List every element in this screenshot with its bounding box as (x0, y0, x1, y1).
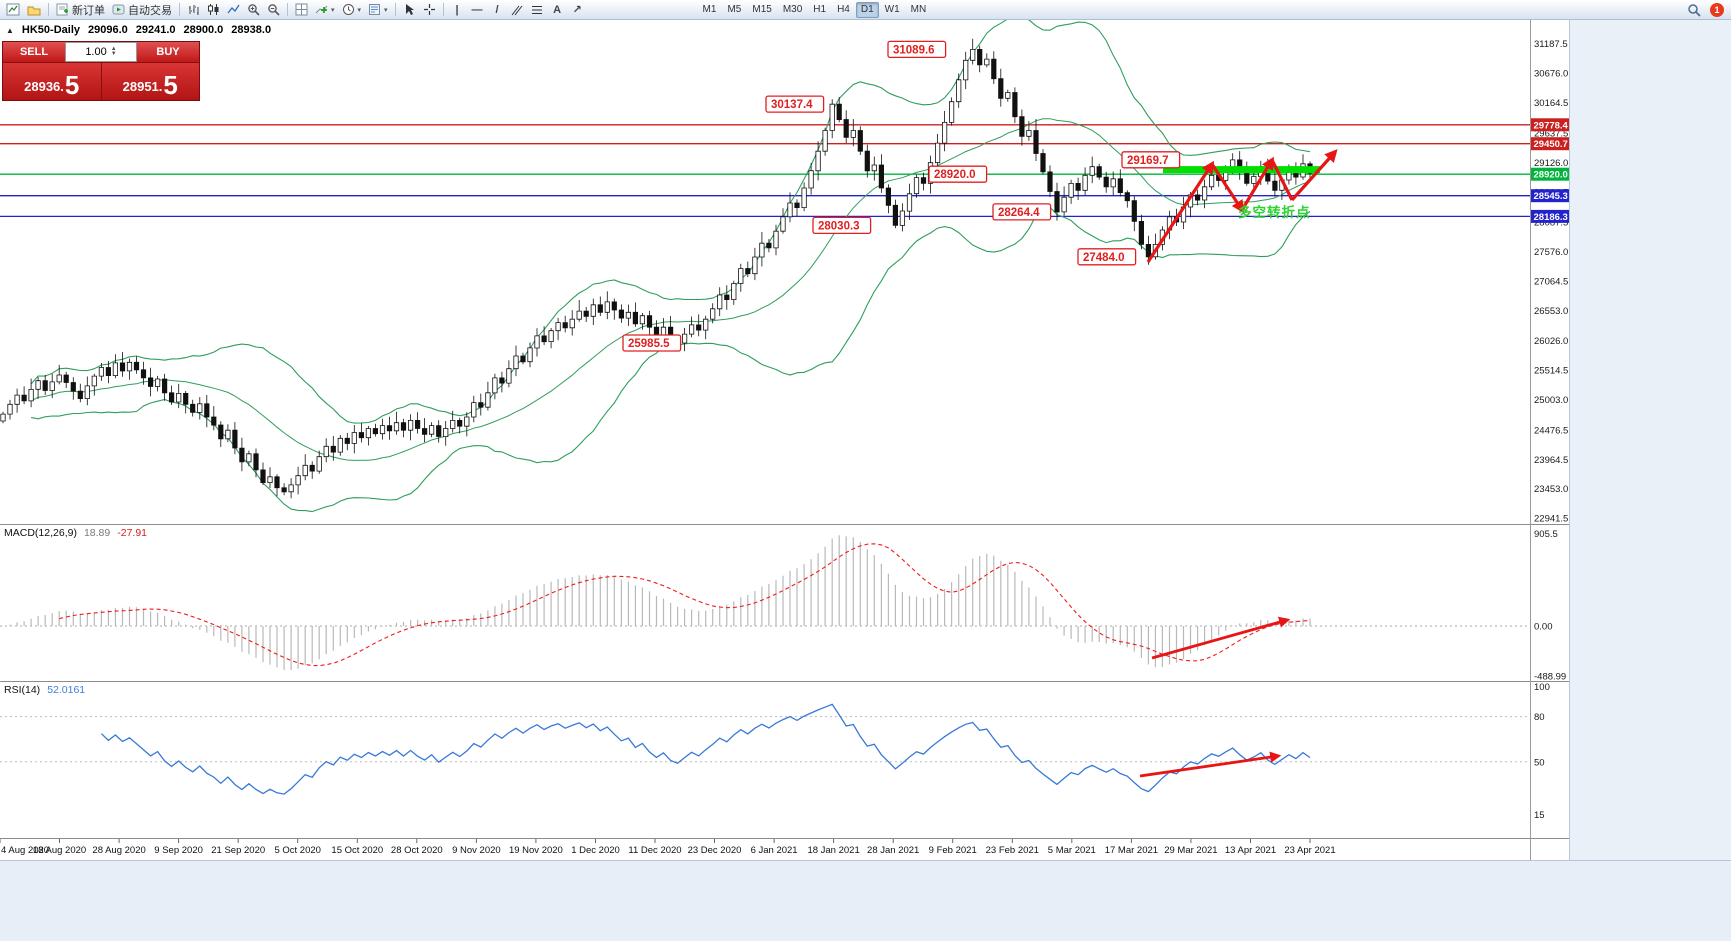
volume-input[interactable]: 1.00 ▲ ▼ (65, 42, 137, 62)
profiles-button[interactable] (24, 1, 44, 18)
buy-price-main: 28951. (122, 78, 163, 94)
high-value: 29241.0 (135, 24, 176, 36)
dropdown-arrow-icon: ▾ (331, 6, 335, 14)
cursor-icon (405, 4, 414, 15)
sell-price-pip: 5 (64, 69, 80, 100)
timeframe-h1[interactable]: H1 (813, 4, 827, 15)
timeframe-w1[interactable]: W1 (884, 4, 900, 15)
zoom-out-icon (268, 4, 280, 16)
toolbar-separator (442, 3, 444, 16)
new-order-button[interactable]: 新订单 (53, 1, 108, 18)
rsi-value: 52.0161 (47, 684, 86, 696)
low-value: 28900.0 (183, 24, 224, 36)
bar-chart-button[interactable] (184, 1, 203, 18)
toolbar-separator (394, 3, 396, 16)
buy-price-pip: 5 (163, 69, 178, 100)
sell-price-panel[interactable]: 28936. 5 (3, 63, 101, 100)
search-icon (1688, 3, 1701, 17)
zoom-in-button[interactable] (244, 1, 263, 18)
trendline-tool-button[interactable]: / (495, 3, 499, 16)
dropdown-arrow-icon: ▾ (384, 6, 388, 14)
chart-area[interactable] (0, 20, 1569, 860)
turning-point-note: 多空转折点 (1238, 205, 1311, 220)
buy-price-panel[interactable]: 28951. 5 (101, 63, 199, 100)
toolbar-separator (287, 3, 288, 16)
dropdown-arrow-icon: ▾ (357, 6, 362, 14)
crosshair-tool-button[interactable] (420, 1, 439, 18)
line-chart-icon (227, 4, 240, 14)
symbol-period-label: HK50-Daily (21, 24, 80, 36)
autotrade-icon (112, 4, 125, 15)
fibonacci-icon (532, 5, 543, 14)
crosshair-icon (423, 4, 435, 15)
horizontal-line-tool-button[interactable]: — (471, 3, 483, 16)
timeframe-group: M1 M5 M15 M30 H1 H4 D1 W1 MN (698, 1, 932, 18)
arrows-tool-button[interactable]: ↗ (572, 4, 582, 16)
timeframe-m5[interactable]: M5 (727, 4, 742, 15)
templates-button[interactable]: ▾ (365, 1, 391, 18)
candle-chart-icon (208, 4, 219, 15)
autotrade-button[interactable]: 自动交易 (109, 1, 175, 18)
toolbar-separator (48, 3, 49, 16)
vertical-line-tool-button[interactable]: | (455, 3, 459, 16)
timeframe-m1[interactable]: M1 (702, 4, 717, 15)
volume-down-icon[interactable]: ▼ (110, 51, 117, 57)
autotrade-label: 自动交易 (128, 4, 172, 17)
channel-icon (511, 5, 523, 15)
bar-chart-icon (189, 5, 199, 15)
line-chart-button[interactable] (224, 1, 243, 18)
bottom-dock-area (0, 860, 1731, 941)
indicators-button[interactable]: ▾ (312, 1, 338, 18)
one-click-trading-widget: SELL 1.00 ▲ ▼ BUY 28936. 5 28951. 5 (2, 41, 200, 101)
macd-signal-value: -27.91 (117, 527, 148, 539)
folder-icon (27, 6, 41, 15)
timeframe-m30[interactable]: M30 (782, 4, 803, 15)
tile-windows-icon (295, 3, 308, 16)
timeframe-h4[interactable]: H4 (837, 4, 850, 15)
rsi-indicator-label: RSI(14) 52.0161 (4, 684, 85, 696)
sell-price-main: 28936. (24, 78, 64, 94)
search-button[interactable] (1684, 1, 1704, 18)
template-icon (369, 4, 381, 15)
timeframe-m15[interactable]: M15 (752, 4, 772, 15)
order-ticket-icon (56, 3, 68, 16)
channel-tool-button[interactable] (508, 1, 527, 18)
zoom-out-button[interactable] (264, 1, 283, 18)
timeframe-d1[interactable]: D1 (855, 1, 879, 18)
new-chart-icon (6, 3, 20, 16)
volume-value: 1.00 (85, 46, 107, 58)
new-chart-button[interactable] (3, 1, 23, 18)
toolbar-separator (179, 3, 180, 16)
chart-ohlc-info: ▲ HK50-Daily 29096.0 29241.0 28900.0 289… (6, 24, 271, 37)
new-order-label: 新订单 (72, 4, 105, 17)
fibonacci-tool-button[interactable] (528, 1, 547, 18)
toolbar-right-group: 1 (1684, 1, 1728, 18)
macd-indicator-label: MACD(12,26,9) 18.89 -27.91 (4, 527, 147, 539)
periods-button[interactable]: ▾ (339, 1, 365, 18)
clock-icon (342, 4, 354, 15)
cursor-tool-button[interactable] (400, 1, 419, 18)
candle-chart-button[interactable] (204, 1, 223, 18)
sell-button[interactable]: SELL (3, 42, 65, 62)
timeframe-mn[interactable]: MN (910, 4, 927, 15)
buy-button[interactable]: BUY (137, 42, 199, 62)
open-value: 29096.0 (88, 24, 128, 36)
close-value: 28938.0 (231, 24, 272, 36)
right-dock-area (1569, 20, 1731, 860)
tile-windows-button[interactable] (292, 1, 311, 18)
indicators-plus-icon (315, 5, 328, 14)
notification-badge[interactable]: 1 (1710, 2, 1724, 17)
collapse-arrow-icon[interactable]: ▲ (6, 26, 14, 35)
text-tool-button[interactable]: A (553, 3, 562, 16)
main-toolbar: 新订单 自动交易 ▾ ▾ ▾ | — / A ↗ M1 M5 M15 M30 H1 H4 D… (0, 0, 1731, 20)
zoom-in-icon (248, 4, 260, 16)
macd-value: 18.89 (83, 527, 111, 539)
rsi-name: RSI(14) (4, 684, 41, 696)
macd-name: MACD(12,26,9) (4, 527, 77, 539)
